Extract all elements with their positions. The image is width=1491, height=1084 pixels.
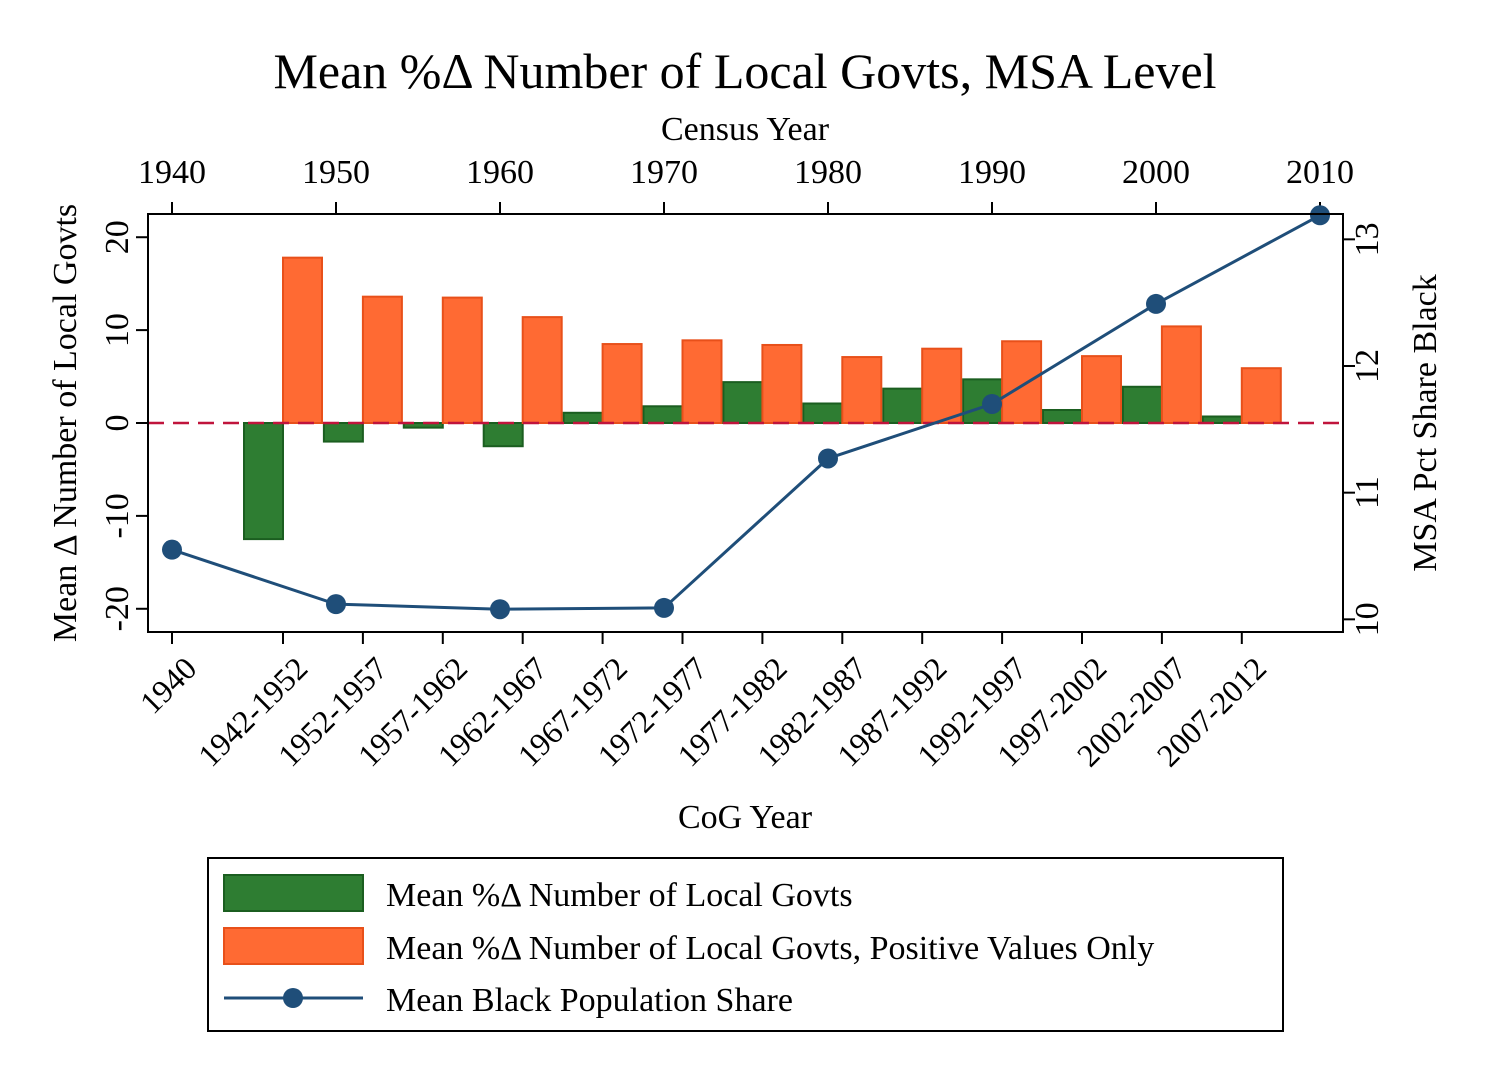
legend-swatch-green xyxy=(223,874,364,912)
bottom-tick-label: 1940 xyxy=(133,650,204,721)
bar-change-all xyxy=(1042,408,1083,424)
top-tick-label: 1940 xyxy=(138,154,206,191)
bar-change-all xyxy=(1121,385,1163,425)
bar-change-positive xyxy=(921,347,963,425)
legend-swatch-orange xyxy=(223,927,364,965)
legend-label-orange: Mean %Δ Number of Local Govts, Positive … xyxy=(386,930,1154,967)
black-share-point xyxy=(1146,293,1166,314)
chart-title: Mean %Δ Number of Local Govts, MSA Level xyxy=(273,43,1216,99)
left-tick-label: 0 xyxy=(99,415,136,432)
bar-change-positive xyxy=(681,339,723,424)
bar-change-all xyxy=(562,411,604,425)
bar-change-positive xyxy=(1001,340,1043,425)
right-axis-title: MSA Pct Share Black xyxy=(1407,274,1444,571)
black-share-point xyxy=(162,539,182,560)
bar-change-positive xyxy=(521,316,563,424)
bar-change-all xyxy=(243,422,284,541)
right-tick-label: 13 xyxy=(1349,222,1386,256)
legend-marker xyxy=(283,988,303,1008)
top-tick-label: 1960 xyxy=(466,154,534,191)
bar-change-all xyxy=(882,387,924,424)
black-share-point xyxy=(982,394,1002,414)
bar-change-positive xyxy=(601,343,643,424)
top-tick-label: 1950 xyxy=(302,154,370,191)
bar-layer xyxy=(243,256,1282,541)
bottom-axis-title: CoG Year xyxy=(678,799,813,836)
top-axis-ticks: 1940 1950 1960 1970 1980 1990 2000 2010 xyxy=(138,154,1354,214)
legend: Mean %Δ Number of Local Govts Mean %Δ Nu… xyxy=(207,857,1284,1032)
bar-change-all xyxy=(642,405,684,424)
bar-change-positive xyxy=(441,296,483,425)
left-axis-title: Mean Δ Number of Local Govts xyxy=(47,204,84,642)
bar-change-all xyxy=(322,422,364,443)
black-share-point xyxy=(490,599,510,620)
bar-change-positive xyxy=(1160,325,1202,425)
black-share-point xyxy=(818,448,838,469)
top-tick-label: 2000 xyxy=(1122,154,1190,191)
right-tick-label: 12 xyxy=(1349,349,1386,383)
top-tick-label: 1990 xyxy=(958,154,1026,191)
top-tick-label: 2010 xyxy=(1286,154,1354,191)
right-axis-ticks: 13 12 11 10 xyxy=(1343,222,1386,636)
black-share-point xyxy=(654,597,674,618)
bar-change-positive xyxy=(841,356,883,424)
left-tick-label: -10 xyxy=(99,493,136,538)
bar-change-all xyxy=(722,381,764,424)
bar-change-positive xyxy=(282,256,323,424)
bottom-axis-ticks: 19401942-19521952-19571957-19621962-1967… xyxy=(133,632,1273,773)
legend-frame xyxy=(207,857,1284,1032)
left-tick-label: 20 xyxy=(99,220,136,254)
right-tick-label: 11 xyxy=(1349,476,1386,509)
bar-change-all xyxy=(482,422,524,448)
bar-change-positive xyxy=(361,295,403,424)
top-tick-label: 1970 xyxy=(630,154,698,191)
bar-change-all xyxy=(802,402,844,425)
legend-label-green: Mean %Δ Number of Local Govts xyxy=(386,877,853,914)
line-series-layer xyxy=(162,205,1330,620)
top-axis-title: Census Year xyxy=(661,111,830,148)
black-share-point xyxy=(326,594,346,615)
bar-change-positive xyxy=(1240,367,1282,424)
black-share-point xyxy=(1310,205,1330,226)
top-tick-label: 1980 xyxy=(794,154,862,191)
bar-change-positive xyxy=(1081,355,1122,424)
left-tick-label: 10 xyxy=(99,313,136,347)
legend-label-line: Mean Black Population Share xyxy=(386,982,793,1019)
right-tick-label: 10 xyxy=(1349,602,1386,636)
left-tick-label: -20 xyxy=(99,586,136,631)
bar-change-positive xyxy=(761,343,803,424)
left-axis-ticks: 20 10 0 -10 -20 xyxy=(99,220,148,631)
black-share-line xyxy=(171,213,1321,611)
